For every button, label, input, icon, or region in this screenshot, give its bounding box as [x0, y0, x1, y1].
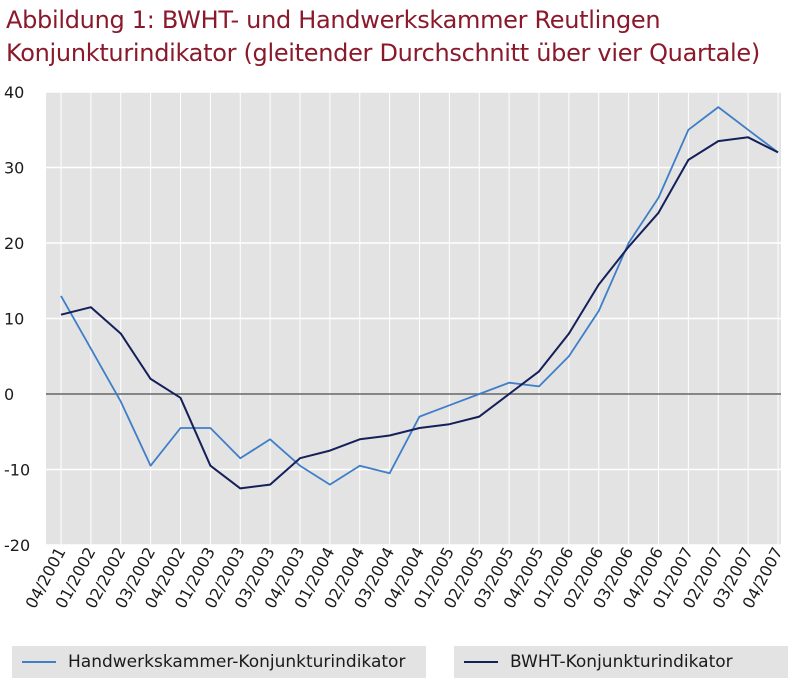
series-line-bwht: [60, 136, 779, 490]
legend-item-handwerkskammer: Handwerkskammer-Konjunkturindikator: [12, 646, 426, 678]
y-tick-label: 0: [4, 385, 14, 404]
y-tick-label: -20: [4, 536, 30, 555]
legend-item-bwht: BWHT-Konjunkturindikator: [454, 646, 788, 678]
y-tick-label: -10: [4, 461, 30, 480]
y-tick-label: 40: [4, 83, 24, 102]
legend-label-bwht: BWHT-Konjunkturindikator: [510, 652, 733, 672]
series-line-handwerkskammer: [60, 106, 779, 486]
y-tick-label: 30: [4, 159, 24, 178]
chart-title-line-1: Abbildung 1: BWHT- und Handwerkskammer R…: [6, 6, 661, 34]
legend-swatch-bwht: [464, 661, 498, 663]
y-tick-label: 10: [4, 310, 24, 329]
y-tick-label: 20: [4, 234, 24, 253]
legend-label-handwerkskammer: Handwerkskammer-Konjunkturindikator: [68, 652, 406, 672]
chart-title-line-2: Konjunkturindikator (gleitender Durchsch…: [6, 39, 760, 67]
legend-swatch-handwerkskammer: [22, 661, 56, 663]
chart-title: Abbildung 1: BWHT- und Handwerkskammer R…: [6, 4, 796, 70]
